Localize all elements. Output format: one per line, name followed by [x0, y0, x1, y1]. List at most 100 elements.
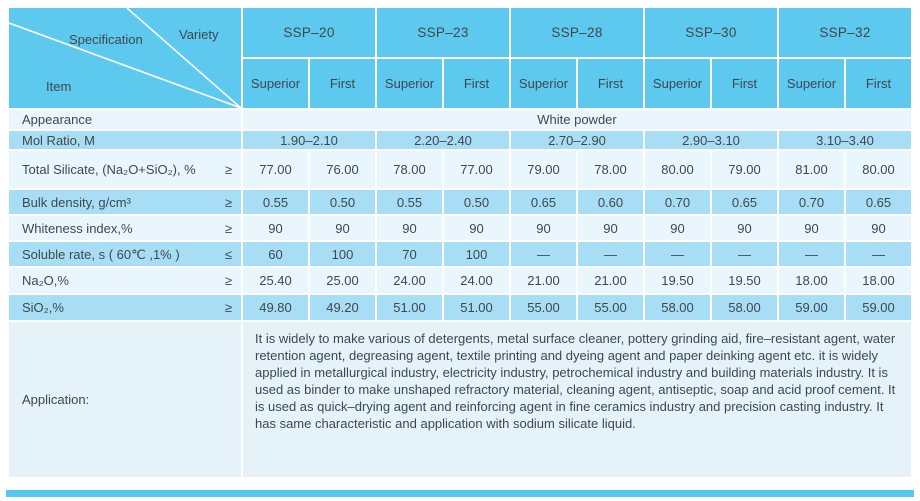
soluble-rate-value: —	[779, 242, 844, 266]
whiteness-index-value: 90	[578, 216, 643, 240]
soluble-rate-value: —	[712, 242, 777, 266]
mol-ratio-value: 3.10–3.40	[779, 131, 911, 149]
bulk-density-value: 0.55	[243, 190, 308, 214]
whiteness-index-value: 90	[645, 216, 710, 240]
mol-ratio-value: 2.70–2.90	[511, 131, 643, 149]
row-appearance: Appearance White powder	[9, 110, 911, 129]
sio2-value: 58.00	[645, 295, 710, 320]
row-label-whiteness-index: Whiteness index,% ≥	[9, 216, 241, 240]
corner-header-cell: Specification Variety Item	[9, 8, 241, 108]
sio2-value: 49.20	[310, 295, 375, 320]
na2o-value: 25.00	[310, 268, 375, 293]
row-total-silicate: Total Silicate, (Na₂O+SiO₂), % ≥ 77.00 7…	[9, 151, 911, 188]
header-row-products: Specification Variety Item SSP–20 SSP–23…	[9, 8, 911, 108]
whiteness-index-value: 90	[243, 216, 308, 240]
na2o-value: 21.00	[578, 268, 643, 293]
sio2-value: 49.80	[243, 295, 308, 320]
total-silicate-value: 78.00	[377, 151, 442, 188]
grade-header-superior: Superior	[645, 59, 710, 108]
soluble-rate-value: 100	[444, 242, 509, 266]
row-soluble-rate: Soluble rate, s ( 60℃ ,1% ) ≤ 60 100 70 …	[9, 242, 911, 266]
row-label-na2o: Na₂O,% ≥	[9, 268, 241, 293]
grade-header-superior: Superior	[779, 59, 844, 108]
bottom-accent-bar	[6, 490, 914, 497]
bulk-density-value: 0.55	[377, 190, 442, 214]
grade-header-superior: Superior	[243, 59, 308, 108]
total-silicate-label-text: Total Silicate, (Na₂O+SiO₂), %	[22, 162, 196, 177]
row-label-application: Application:	[9, 322, 241, 477]
sio2-value: 59.00	[779, 295, 844, 320]
bulk-density-label-text: Bulk density, g/cm³	[22, 194, 131, 210]
greater-equal-symbol: ≥	[224, 194, 232, 210]
row-whiteness-index: Whiteness index,% ≥ 90 90 90 90 90 90 90…	[9, 216, 911, 240]
sio2-value: 55.00	[511, 295, 576, 320]
na2o-value: 18.00	[779, 268, 844, 293]
bulk-density-value: 0.70	[779, 190, 844, 214]
whiteness-index-value: 90	[511, 216, 576, 240]
mol-ratio-value: 1.90–2.10	[243, 131, 375, 149]
total-silicate-value: 81.00	[779, 151, 844, 188]
mol-ratio-value: 2.90–3.10	[645, 131, 777, 149]
corner-label-variety: Variety	[179, 27, 219, 42]
bulk-density-value: 0.50	[310, 190, 375, 214]
sio2-value: 59.00	[846, 295, 911, 320]
soluble-rate-label-text: Soluble rate, s ( 60℃ ,1% )	[22, 246, 180, 262]
sio2-value: 51.00	[377, 295, 442, 320]
whiteness-index-value: 90	[444, 216, 509, 240]
total-silicate-value: 77.00	[243, 151, 308, 188]
mol-ratio-value: 2.20–2.40	[377, 131, 509, 149]
diagonal-divider-lines	[9, 8, 241, 108]
soluble-rate-value: 100	[310, 242, 375, 266]
header-row-grades: Superior First Superior First Superior F…	[9, 59, 911, 108]
total-silicate-value: 78.00	[578, 151, 643, 188]
greater-equal-symbol: ≥	[224, 300, 232, 315]
bulk-density-value: 0.65	[712, 190, 777, 214]
whiteness-index-value: 90	[377, 216, 442, 240]
whiteness-index-value: 90	[779, 216, 844, 240]
total-silicate-value: 77.00	[444, 151, 509, 188]
bulk-density-value: 0.70	[645, 190, 710, 214]
application-text: It is widely to make various of detergen…	[243, 322, 911, 477]
row-mol-ratio: Mol Ratio, M 1.90–2.10 2.20–2.40 2.70–2.…	[9, 131, 911, 149]
na2o-value: 24.00	[377, 268, 442, 293]
corner-label-item: Item	[46, 79, 72, 94]
sio2-label-text: SiO₂,%	[22, 300, 64, 315]
greater-equal-symbol: ≥	[224, 162, 232, 177]
specification-table: Specification Variety Item SSP–20 SSP–23…	[7, 6, 913, 479]
na2o-value: 24.00	[444, 268, 509, 293]
soluble-rate-value: 70	[377, 242, 442, 266]
row-label-appearance: Appearance	[9, 110, 241, 129]
row-bulk-density: Bulk density, g/cm³ ≥ 0.55 0.50 0.55 0.5…	[9, 190, 911, 214]
corner-label-specification: Specification	[69, 32, 143, 47]
sio2-value: 51.00	[444, 295, 509, 320]
column-header-ssp-20: SSP–20	[243, 8, 375, 57]
grade-header-first: First	[712, 59, 777, 108]
na2o-value: 19.50	[712, 268, 777, 293]
column-header-ssp-23: SSP–23	[377, 8, 509, 57]
greater-equal-symbol: ≥	[224, 273, 232, 288]
column-header-ssp-28: SSP–28	[511, 8, 643, 57]
soluble-rate-value: —	[511, 242, 576, 266]
soluble-rate-value: —	[645, 242, 710, 266]
row-sio2: SiO₂,% ≥ 49.80 49.20 51.00 51.00 55.00 5…	[9, 295, 911, 320]
total-silicate-value: 79.00	[511, 151, 576, 188]
na2o-label-text: Na₂O,%	[22, 273, 69, 288]
soluble-rate-value: —	[846, 242, 911, 266]
column-header-ssp-30: SSP–30	[645, 8, 777, 57]
grade-header-first: First	[578, 59, 643, 108]
total-silicate-value: 80.00	[846, 151, 911, 188]
greater-equal-symbol: ≥	[224, 220, 232, 236]
whiteness-index-value: 90	[846, 216, 911, 240]
whiteness-index-value: 90	[310, 216, 375, 240]
appearance-value: White powder	[243, 110, 911, 129]
bulk-density-value: 0.65	[846, 190, 911, 214]
row-label-mol-ratio: Mol Ratio, M	[9, 131, 241, 149]
whiteness-index-value: 90	[712, 216, 777, 240]
na2o-value: 25.40	[243, 268, 308, 293]
whiteness-index-label-text: Whiteness index,%	[22, 220, 133, 236]
grade-header-first: First	[846, 59, 911, 108]
grade-header-superior: Superior	[511, 59, 576, 108]
total-silicate-value: 80.00	[645, 151, 710, 188]
soluble-rate-value: —	[578, 242, 643, 266]
soluble-rate-value: 60	[243, 242, 308, 266]
